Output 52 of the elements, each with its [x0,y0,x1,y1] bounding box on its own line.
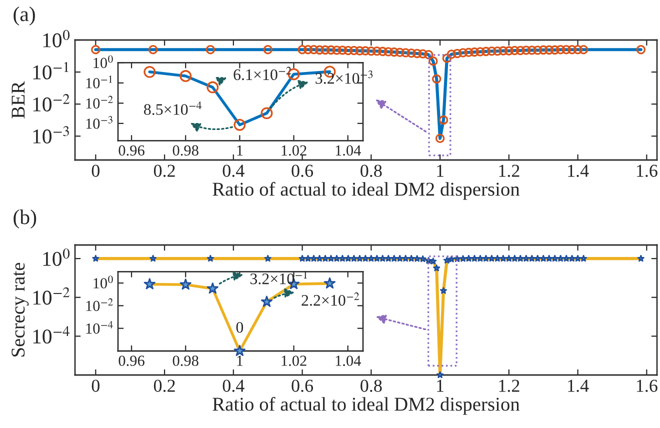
y-tick-label: 10$^{−2}$ [33,287,70,305]
text: (b) [14,210,36,228]
x-tick-label: 1 [237,145,243,156]
x-tick-label: 1.02 [282,356,306,366]
annotation: 8.5×10$^{−4}$ [144,102,202,115]
x-tick-label: 1.2 [499,380,520,392]
x-tick-label: 1.4 [568,164,589,177]
y-tick-label: 10$^{0}$ [94,276,113,288]
y-tick-label: 10$^{−4}$ [33,326,70,344]
x-tick-label: 0.4 [222,164,244,177]
x-tick-label: 0.96 [118,356,144,366]
annotation: 0 [236,322,244,333]
y-axis-title: Secrecy rate [12,262,29,356]
x-tick-label: 1 [437,380,444,392]
y-tick-label: 10$^{−2}$ [86,298,113,312]
x-tick-label: 0.96 [118,145,144,156]
x-axis-title: Ratio of actual to ideal DM2 dispersion [212,396,520,415]
y-tick-label: 10$^{−4}$ [86,320,113,334]
x-tick-label: 1.02 [282,145,306,156]
x-tick-label: 0.4 [222,380,244,392]
x-tick-label: 0.6 [292,380,314,392]
x-tick-label: 1 [437,164,444,177]
x-tick-label: 1.04 [336,356,361,366]
x-axis-title: Ratio of actual to ideal DM2 dispersion [212,182,520,200]
x-tick-label: 0.98 [172,356,198,366]
y-axis-title: BER [12,81,25,118]
y-tick-label: 10$^{−2}$ [86,96,113,109]
x-tick-label: 0.2 [154,380,175,392]
x-tick-label: 1 [237,356,243,366]
x-tick-label: 1.6 [636,380,658,392]
x-tick-label: 0 [92,164,100,177]
y-tick-label: 10$^{0}$ [43,30,70,48]
y-tick-label: 10$^{−1}$ [86,76,112,88]
y-tick-label: 10$^{−3}$ [86,116,112,129]
x-tick-label: 0.8 [360,164,382,177]
y-tick-label: 10$^{−1}$ [33,62,68,80]
y-tick-label: 10$^{−3}$ [33,126,69,144]
x-tick-label: 0.8 [360,380,382,392]
x-tick-label: 1.04 [336,145,361,156]
x-tick-label: 1.2 [499,164,520,177]
y-tick-label: 10$^{0}$ [43,248,70,266]
x-tick-label: 0.98 [172,145,198,156]
x-tick-label: 0.6 [292,164,314,177]
annotation: 3.2×10$^{−1}$ [250,270,307,284]
y-tick-label: 10$^{0}$ [94,55,113,68]
annotation: 2.2×10$^{−2}$ [302,292,360,306]
x-tick-label: 1.4 [568,380,589,392]
x-tick-label: 1.6 [636,164,658,177]
text: (a) [14,6,35,26]
y-tick-label: 10$^{−2}$ [33,94,70,112]
x-tick-label: 0 [92,380,100,392]
x-tick-label: 0.2 [154,164,175,177]
